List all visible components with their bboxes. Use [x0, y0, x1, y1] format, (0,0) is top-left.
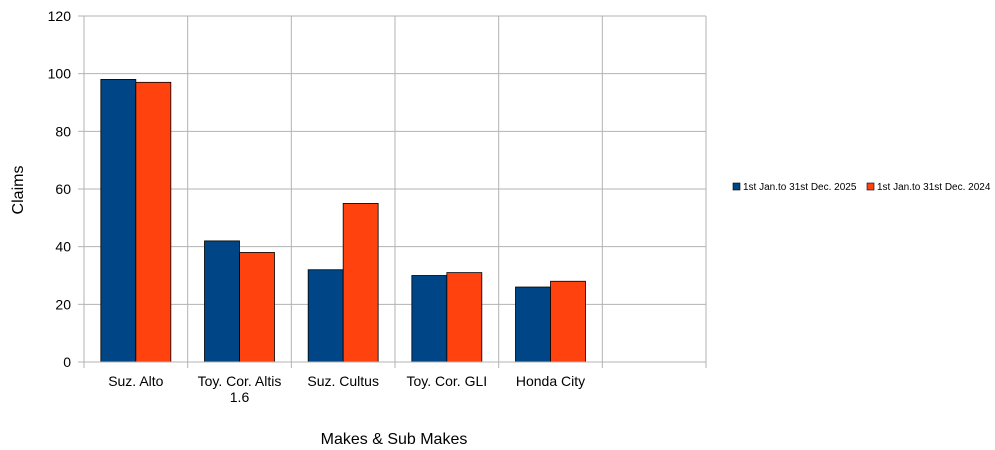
y-axis-title: Claims [10, 166, 27, 215]
y-tick-label: 0 [63, 354, 71, 370]
bar-series-2 [239, 252, 275, 363]
x-axis-title: Makes & Sub Makes [321, 431, 468, 448]
y-tick-label: 120 [48, 8, 72, 24]
bar-series-2 [446, 272, 483, 363]
legend: 1st Jan.to 31st Dec. 2025 1st Jan.to 31st… [732, 182, 991, 193]
legend-label-2: 1st Jan.to 31st Dec. 2024 [877, 182, 991, 193]
bar-series-2 [342, 203, 379, 363]
bar-series-2 [550, 280, 586, 363]
bar-series-1 [100, 79, 137, 363]
x-category-label: Suz. Alto [108, 373, 163, 389]
x-category-label: Toy. Cor. Altis 1.6 [198, 373, 282, 405]
y-tick-label: 60 [55, 181, 71, 197]
bar-series-1 [515, 286, 551, 363]
bar-series-1 [411, 275, 448, 363]
y-tick-label: 40 [55, 239, 71, 255]
x-category-label: Toy. Cor. GLI [406, 373, 487, 389]
legend-label-1: 1st Jan.to 31st Dec. 2025 [743, 182, 857, 193]
y-tick-label: 80 [55, 123, 71, 139]
x-category-label: Honda City [516, 373, 585, 389]
grid-lines [83, 15, 707, 368]
bars [100, 79, 586, 363]
bar-series-2 [135, 81, 172, 363]
axes [78, 15, 706, 363]
bar-series-1 [307, 269, 344, 363]
x-category-label: Suz. Cultus [307, 373, 379, 389]
y-tick-labels: 0 20 40 60 80 100 120 [48, 8, 72, 370]
y-tick-label: 20 [55, 296, 71, 312]
legend-swatch-1 [732, 182, 741, 191]
bar-series-1 [204, 240, 240, 363]
y-tick-label: 100 [48, 66, 72, 82]
legend-swatch-2 [866, 182, 875, 191]
x-category-labels: Suz. Alto Toy. Cor. Altis 1.6 Suz. Cultus To… [108, 373, 585, 405]
